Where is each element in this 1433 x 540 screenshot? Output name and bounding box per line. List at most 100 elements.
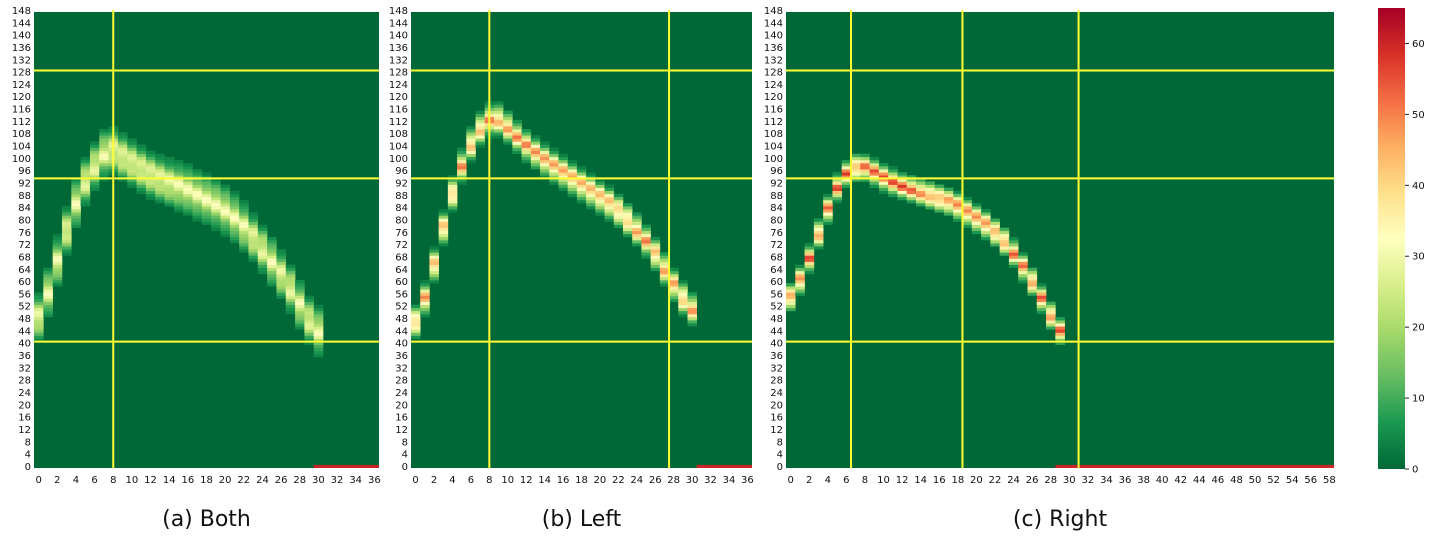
heatmap-cell	[466, 150, 476, 155]
y-tick-label: 16	[18, 413, 31, 424]
x-tick-label: 20	[594, 475, 607, 486]
heatmap-cell	[43, 270, 53, 275]
heatmap-cell	[220, 230, 231, 235]
heatmap-cell	[136, 169, 147, 173]
heatmap-cell	[906, 187, 917, 192]
heatmap-cell	[183, 162, 193, 167]
heatmap-cell	[211, 196, 221, 201]
heatmap-cell	[211, 190, 221, 195]
heatmap-cell	[34, 307, 44, 312]
colorbar-tick-label: 10	[1412, 394, 1425, 405]
y-tick-label: 60	[395, 277, 408, 288]
heatmap-cell	[438, 215, 449, 219]
heatmap-cell	[89, 159, 100, 164]
y-tick-label: 68	[18, 252, 31, 263]
heatmap-cell	[173, 187, 184, 192]
heatmap-cell	[43, 292, 53, 296]
heatmap-cell	[155, 187, 165, 192]
heatmap-cell	[220, 193, 231, 198]
heatmap-cell	[457, 172, 467, 176]
heatmap-cell	[71, 206, 81, 210]
heatmap-cell	[127, 144, 137, 148]
heatmap-cell	[962, 199, 973, 204]
heatmap-cell	[586, 203, 596, 207]
y-tick-label: 100	[764, 154, 783, 165]
x-tick-label: 2	[806, 475, 812, 486]
heatmap-cell	[201, 209, 212, 213]
y-tick-label: 128	[12, 68, 31, 79]
y-tick-label: 72	[770, 240, 783, 251]
heatmap-background	[34, 12, 379, 468]
x-tick-label: 22	[612, 475, 625, 486]
heatmap-cell	[549, 162, 559, 167]
heatmap-cell	[117, 166, 128, 170]
heatmap-cell	[1055, 341, 1065, 346]
heatmap-cell	[304, 304, 315, 309]
heatmap-cell	[888, 181, 898, 185]
heatmap-cell	[136, 150, 147, 155]
heatmap-cell	[841, 178, 852, 182]
heatmap-cell	[145, 184, 156, 188]
heatmap-cell	[521, 144, 532, 148]
heatmap-cell	[678, 292, 688, 296]
heatmap-cell	[604, 206, 615, 210]
heatmap-cell	[943, 203, 954, 207]
heatmap-cell	[34, 295, 44, 299]
heatmap-cell	[632, 212, 642, 216]
heatmap-cell	[136, 181, 147, 185]
heatmap-cell	[832, 196, 843, 201]
heatmap-cell	[999, 240, 1010, 244]
heatmap-cell	[43, 313, 53, 318]
heatmap-cell	[304, 326, 315, 330]
heatmap-cell	[220, 184, 231, 188]
heatmap-cell	[567, 190, 578, 195]
heatmap-cell	[295, 307, 305, 312]
heatmap-cell	[953, 206, 963, 210]
heatmap-cell	[438, 236, 449, 241]
heatmap-cell	[530, 147, 541, 151]
heatmap-cell	[457, 153, 467, 158]
heatmap-cell	[925, 187, 935, 192]
heatmap-cell	[549, 147, 559, 151]
heatmap-cell	[164, 169, 175, 173]
heatmap-cell	[52, 283, 63, 287]
heatmap-cell	[34, 320, 44, 324]
heatmap-cell	[61, 236, 72, 241]
heatmap-cell	[155, 175, 165, 179]
y-tick-label: 76	[770, 228, 783, 239]
heatmap-cell	[89, 187, 100, 192]
heatmap-cell	[851, 178, 861, 182]
x-tick-label: 26	[649, 475, 662, 486]
heatmap-cell	[503, 138, 513, 142]
heatmap-cell	[429, 258, 439, 262]
heatmap-cell	[183, 212, 193, 216]
heatmap-cell	[61, 206, 72, 210]
heatmap-cell	[99, 162, 109, 167]
y-tick-label: 0	[402, 462, 408, 473]
heatmap-cell	[466, 153, 476, 158]
heatmap-cell	[257, 233, 268, 238]
heatmap-cell	[420, 280, 430, 284]
heatmap-cell	[530, 159, 541, 164]
heatmap-cell	[622, 218, 633, 222]
heatmap-cell	[429, 261, 439, 265]
heatmap-cell	[229, 224, 240, 228]
heatmap-cell	[438, 224, 449, 228]
heatmap-cell	[953, 203, 963, 207]
heatmap-cell	[164, 203, 175, 207]
heatmap-cell	[493, 135, 504, 139]
heatmap-cell	[173, 175, 184, 179]
heatmap-cell	[1027, 270, 1038, 275]
heatmap-cell	[962, 212, 973, 216]
y-tick-label: 52	[395, 302, 408, 313]
heatmap-cell	[906, 199, 917, 204]
heatmap-cell	[411, 307, 421, 312]
heatmap-cell	[99, 156, 109, 161]
y-tick-label: 12	[395, 425, 408, 436]
x-tick-label: 12	[520, 475, 533, 486]
heatmap-cell	[1036, 310, 1047, 315]
heatmap-cell	[953, 215, 963, 219]
y-tick-label: 88	[18, 191, 31, 202]
heatmap-cell	[512, 144, 522, 148]
y-tick-label: 92	[770, 179, 783, 190]
